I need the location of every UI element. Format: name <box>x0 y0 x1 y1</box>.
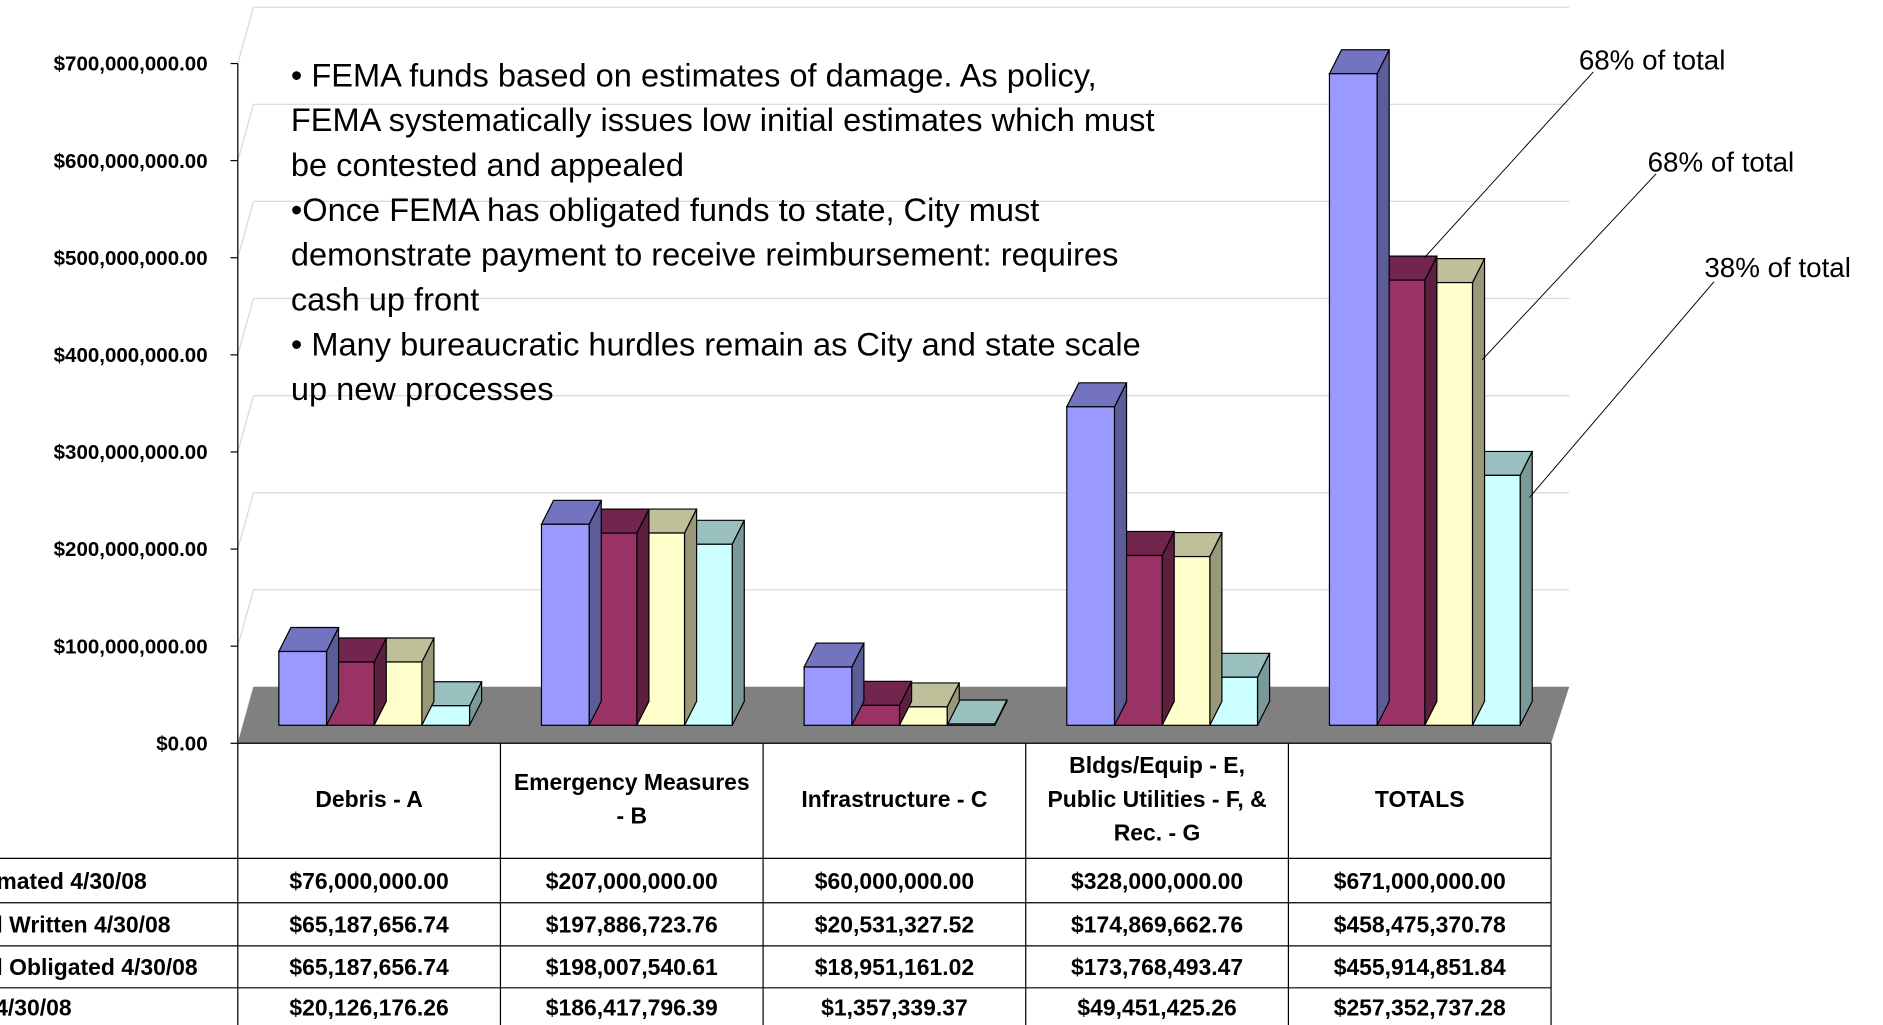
table-cell: $20,531,327.52 <box>815 912 974 938</box>
grid-line-side <box>237 201 255 258</box>
table-cell: $671,000,000.00 <box>1334 868 1506 894</box>
category-label: Emergency Measures - B <box>513 770 750 830</box>
y-tick-label: $600,000,000.00 <box>54 150 208 173</box>
annotation-leader <box>1481 173 1657 360</box>
category-label: Debris - A <box>315 787 423 813</box>
table-cell: $65,187,656.74 <box>289 912 449 938</box>
grid-line-side <box>237 492 255 550</box>
note-line: be contested and appealed <box>291 147 684 183</box>
table-cell: $257,352,737.28 <box>1334 994 1506 1020</box>
y-tick-label: $300,000,000.00 <box>54 441 208 464</box>
note-line: demonstrate payment to receive reimburse… <box>291 237 1119 273</box>
note-line: FEMA systematically issues low initial e… <box>291 102 1155 138</box>
table-cell: $20,126,176.26 <box>289 994 448 1020</box>
table-cell: $76,000,000.00 <box>289 868 448 894</box>
table-cell: $173,768,493.47 <box>1071 954 1243 980</box>
table-header-cell: Emergency Measures - B <box>513 770 750 830</box>
category-label: Infrastructure - C <box>801 787 988 813</box>
table-cell: $60,000,000.00 <box>815 868 974 894</box>
legend-label: 4/30/08 <box>0 994 72 1020</box>
legend-label: l Obligated 4/30/08 <box>0 954 198 980</box>
grid-line-side <box>237 7 255 64</box>
table-cell: $18,951,161.02 <box>815 954 974 980</box>
table-header-cell: Debris - A <box>315 787 423 813</box>
grid-line-side <box>237 298 255 356</box>
bar-side <box>1471 258 1486 726</box>
table-cell: $198,007,540.61 <box>546 954 718 980</box>
table-cell: $207,000,000.00 <box>546 868 718 894</box>
bar-side <box>1376 49 1390 726</box>
table-header-cell: TOTALS <box>1374 787 1465 813</box>
bar-side <box>1113 382 1128 726</box>
bar <box>803 666 853 726</box>
category-label: Bldgs/Equip - E, Public Utilities - F, &… <box>1047 754 1267 847</box>
grid-line-side <box>237 395 255 453</box>
bar-side <box>731 520 745 726</box>
note-line: • Many bureaucratic hurdles remain as Ci… <box>291 326 1141 362</box>
bar <box>278 650 328 726</box>
bar-side <box>1519 451 1533 726</box>
note-line: • FEMA funds based on estimates of damag… <box>291 57 1097 93</box>
bar-side <box>1209 532 1223 726</box>
table-cell: $455,914,851.84 <box>1334 954 1506 980</box>
legend-label: mated 4/30/08 <box>0 868 147 894</box>
category-label: TOTALS <box>1374 787 1465 813</box>
y-tick-label: $200,000,000.00 <box>54 538 208 561</box>
bar-side <box>1161 531 1175 726</box>
y-tick-label: $0.00 <box>156 733 207 756</box>
bar-side <box>683 508 698 726</box>
y-tick-label: $700,000,000.00 <box>54 53 208 76</box>
table-cell: $458,475,370.78 <box>1334 912 1506 938</box>
table-cell: $186,417,796.39 <box>546 994 718 1020</box>
note-line: •Once FEMA has obligated funds to state,… <box>291 192 1039 228</box>
bar-side <box>588 500 602 726</box>
bar <box>946 723 996 726</box>
annotation: 68% of total <box>1648 147 1795 178</box>
grid-line-side <box>237 589 255 647</box>
y-tick-label: $100,000,000.00 <box>54 635 208 658</box>
bar <box>1066 406 1116 726</box>
annotation-leader <box>1423 71 1594 259</box>
annotation-leader <box>1528 281 1715 498</box>
table-cell: $328,000,000.00 <box>1071 868 1243 894</box>
table-cell: $1,357,339.37 <box>821 994 968 1020</box>
note-line: cash up front <box>291 282 479 318</box>
table-header-cell: Infrastructure - C <box>801 787 988 813</box>
annotation: 68% of total <box>1579 45 1726 76</box>
bar <box>540 523 590 726</box>
annotation: 38% of total <box>1704 252 1851 283</box>
table-header-cell: Bldgs/Equip - E, Public Utilities - F, &… <box>1047 754 1267 847</box>
table-cell: $49,451,425.26 <box>1077 994 1236 1020</box>
bar-side <box>636 508 650 726</box>
y-tick-label: $400,000,000.00 <box>54 344 208 367</box>
table-cell: $197,886,723.76 <box>546 912 718 938</box>
y-tick-label: $500,000,000.00 <box>54 247 208 270</box>
bar <box>1328 73 1378 726</box>
bar-side <box>1424 255 1438 726</box>
note-line: up new processes <box>291 371 554 407</box>
table-cell: $174,869,662.76 <box>1071 912 1243 938</box>
grid-line-side <box>237 104 255 161</box>
table-cell: $65,187,656.74 <box>289 954 449 980</box>
legend-label: l Written 4/30/08 <box>0 912 170 938</box>
